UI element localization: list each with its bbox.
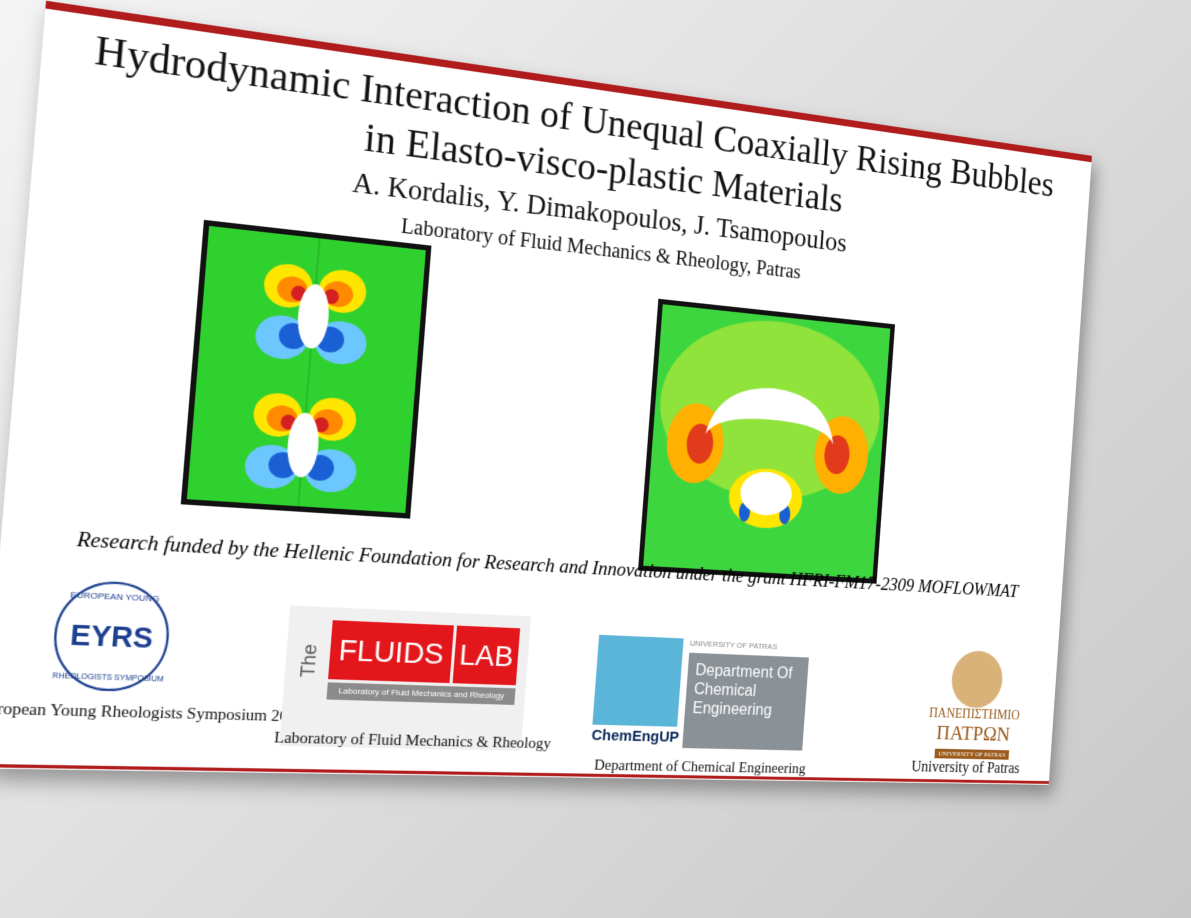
chemeng-icon	[592, 635, 683, 727]
chemeng-brand: ChemEngUP	[591, 727, 680, 746]
contour-plot-right	[638, 299, 895, 584]
upatras-emblem	[950, 650, 1004, 709]
eyrs-logo: EUROPEAN YOUNG RHEOLOGISTS SYMPOSIUM EYR…	[42, 572, 180, 700]
fluids-subtitle: Laboratory of Fluid Mechanics and Rheolo…	[326, 682, 515, 705]
contour-plot-left	[181, 220, 432, 519]
logo-caption: European Young Rheologists Symposium 202…	[0, 700, 305, 727]
eyrs-mark: EYRS	[69, 618, 154, 654]
chemeng-department: Department Of Chemical Engineering	[682, 653, 809, 751]
slide: Hydrodynamic Interaction of Unequal Coax…	[0, 1, 1092, 785]
lab-word: LAB	[453, 626, 521, 686]
logo-caption: University of Patras	[911, 759, 1020, 778]
chemeng-logo: ChemEngUP UNIVERSITY OF PATRAS Departmen…	[590, 635, 815, 767]
upatras-line: UNIVERSITY OF PATRAS	[935, 749, 1009, 760]
fluids-prefix: The	[297, 644, 322, 678]
fluids-word: FLUIDS	[328, 620, 454, 683]
upatras-line: ΠΑΤΡΩΝ	[913, 721, 1032, 745]
bottom-rule	[0, 764, 1049, 784]
fluids-lab-logo: The FLUIDS LAB Laboratory of Fluid Mecha…	[279, 605, 531, 750]
chemeng-university: UNIVERSITY OF PATRAS	[690, 639, 778, 652]
upatras-logo: ΠΑΝΕΠΙΣΤΗΜΙΟ ΠΑΤΡΩΝ UNIVERSITY OF PATRAS	[911, 649, 1037, 776]
